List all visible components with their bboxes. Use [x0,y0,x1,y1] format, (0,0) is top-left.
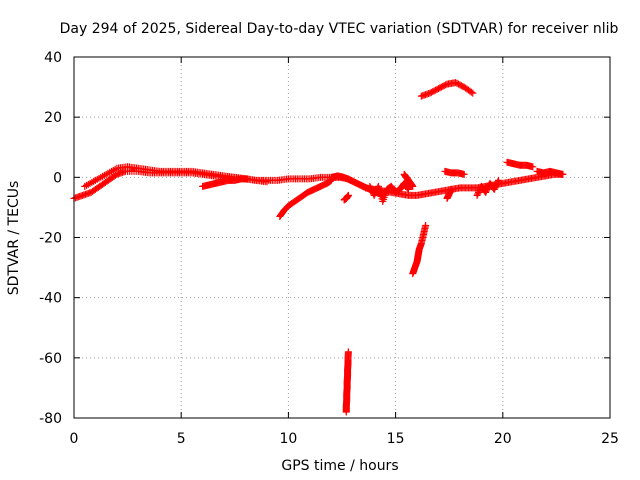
x-tick-label: 15 [387,431,405,447]
data-point [366,182,374,190]
y-tick-label: 20 [44,110,62,126]
series-drop-16h [409,221,430,278]
series-vertical-12.75h [342,348,352,416]
data-point [491,184,499,192]
series-segment-20.5h [503,158,537,171]
series-dip-6h [199,175,252,190]
y-tick-label: -60 [39,351,62,367]
data-point [422,221,430,229]
axis-ticks: 0 5 10 15 20 25 -80 -60 -40 -20 0 20 40 [39,50,619,447]
data-point [469,89,477,97]
y-tick-label: -80 [39,411,62,427]
y-tick-label: -20 [39,231,62,247]
data-point [372,188,380,196]
x-tick-label: 10 [279,431,297,447]
y-axis-label: SDTVAR / TECUs [6,181,22,296]
data-point [475,188,483,196]
series-wiggle-14-15h [366,179,412,205]
x-tick-label: 0 [70,431,79,447]
data-point [263,178,271,186]
data-point [370,191,378,199]
x-tick-label: 5 [177,431,186,447]
data-point [404,184,412,192]
data-point [474,190,482,198]
data-point [473,191,481,199]
data-points [70,79,567,416]
data-point [492,181,500,189]
series-short-12.6h [340,191,352,204]
data-point [495,176,503,184]
data-point [374,184,382,192]
y-tick-label: 40 [44,50,62,66]
data-point [490,185,498,193]
data-point [482,188,490,196]
data-point [409,182,417,190]
grid [74,57,610,418]
series-rise-10h [276,176,335,220]
data-point [483,185,491,193]
data-point [447,185,455,193]
data-point [467,88,475,96]
data-point [492,182,500,190]
data-point [493,179,501,187]
series-segment-22h [533,167,567,178]
data-point [460,170,468,178]
series-hook-15.4h [400,170,417,190]
y-tick-label: -40 [39,291,62,307]
x-axis-label: GPS time / hours [281,458,398,474]
data-point [482,187,490,195]
data-point [244,175,252,183]
data-point [559,170,567,178]
data-point [494,178,502,186]
y-tick-label: 0 [53,170,62,186]
data-point [344,191,352,199]
data-point [404,185,412,193]
series-segment-17.5h [441,167,468,178]
chart-title: Day 294 of 2025, Sidereal Day-to-day VTE… [60,21,619,37]
data-point [344,348,352,356]
series-scatter-19-20h [473,176,503,199]
data-point [529,163,537,171]
x-tick-label: 20 [494,431,512,447]
series-arc-17h [417,79,477,100]
series-drop-17.4h [443,185,455,202]
x-tick-label: 25 [601,431,619,447]
data-point [367,184,375,192]
